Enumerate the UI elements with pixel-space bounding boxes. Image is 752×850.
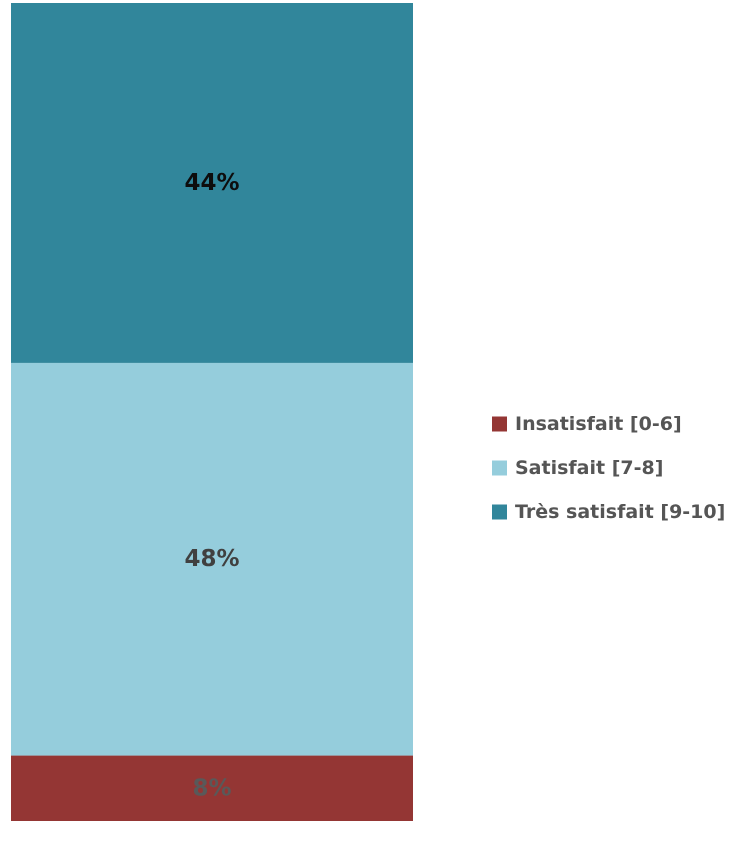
legend-label: Satisfait [7-8] [515,457,663,479]
bar-segment-1 [11,755,413,821]
data-label-1: 8% [192,775,231,801]
data-label-2: 48% [184,546,239,572]
legend-item-2: Satisfait [7-8] [492,457,663,479]
legend-swatch [492,460,507,476]
legend-swatch [492,416,507,432]
bar-segment-2 [11,362,413,756]
legend-item-1: Insatisfait [0-6] [492,413,682,435]
legend-swatch [492,504,507,520]
bar-segments [11,3,413,821]
legend-item-3: Très satisfait [9-10] [492,501,725,523]
data-labels: 8% 48% 44% [184,170,239,801]
data-label-3: 44% [184,170,239,196]
legend-label: Insatisfait [0-6] [515,413,682,435]
legend: Insatisfait [0-6] Satisfait [7-8] Très sat… [492,413,725,523]
legend-label: Très satisfait [9-10] [515,501,725,523]
bar-segment-3 [11,3,413,363]
